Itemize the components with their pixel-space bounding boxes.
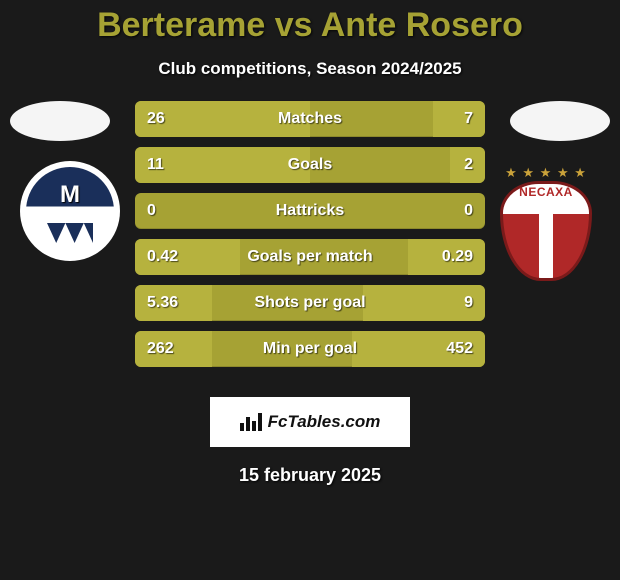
stat-row: 26 7 Matches	[135, 101, 485, 137]
date-label: 15 february 2025	[0, 465, 620, 486]
stats-list: 26 7 Matches 11 2 Goals 0 0 Hattricks 0.42 0.29 Goa…	[135, 101, 485, 367]
team-badge-right: ★ ★ ★ ★ ★ NECAXA	[492, 171, 600, 281]
stat-label: Shots per goal	[254, 294, 365, 312]
team-badge-left: M	[20, 161, 120, 261]
comparison-area: M ★ ★ ★ ★ ★ NECAXA 26 7 Matches 11 2 Goals 0 0 H…	[0, 101, 620, 381]
stat-row: 11 2 Goals	[135, 147, 485, 183]
stat-value-left: 262	[147, 340, 174, 358]
stat-value-left: 0	[147, 202, 156, 220]
team-badge-left-letter: M	[60, 181, 80, 209]
stat-label: Min per goal	[263, 340, 357, 358]
stat-bar-right	[433, 101, 486, 137]
stat-value-right: 2	[464, 156, 473, 174]
team-badge-right-stars-icon: ★ ★ ★ ★ ★	[492, 165, 600, 181]
stat-row: 5.36 9 Shots per goal	[135, 285, 485, 321]
team-badge-left-stripes	[47, 223, 93, 243]
subtitle: Club competitions, Season 2024/2025	[0, 59, 620, 79]
stat-value-right: 452	[446, 340, 473, 358]
stat-value-right: 0	[464, 202, 473, 220]
stat-value-left: 11	[147, 156, 164, 174]
stat-row: 262 452 Min per goal	[135, 331, 485, 367]
stat-label: Goals	[288, 156, 332, 174]
page-title: Berterame vs Ante Rosero	[0, 0, 620, 45]
stat-label: Matches	[278, 110, 342, 128]
stat-value-left: 5.36	[147, 294, 178, 312]
stat-value-right: 0.29	[442, 248, 473, 266]
stat-row: 0 0 Hattricks	[135, 193, 485, 229]
stat-value-left: 0.42	[147, 248, 178, 266]
stat-label: Hattricks	[276, 202, 344, 220]
barchart-icon	[240, 413, 262, 431]
stat-row: 0.42 0.29 Goals per match	[135, 239, 485, 275]
brand-label: FcTables.com	[268, 412, 381, 432]
stat-label: Goals per match	[247, 248, 372, 266]
stat-value-left: 26	[147, 110, 165, 128]
player-photo-left	[10, 101, 110, 141]
stat-value-right: 9	[464, 294, 473, 312]
player-photo-right	[510, 101, 610, 141]
stat-value-right: 7	[464, 110, 473, 128]
brand-box: FcTables.com	[210, 397, 410, 447]
team-badge-right-text: NECAXA	[492, 185, 600, 199]
